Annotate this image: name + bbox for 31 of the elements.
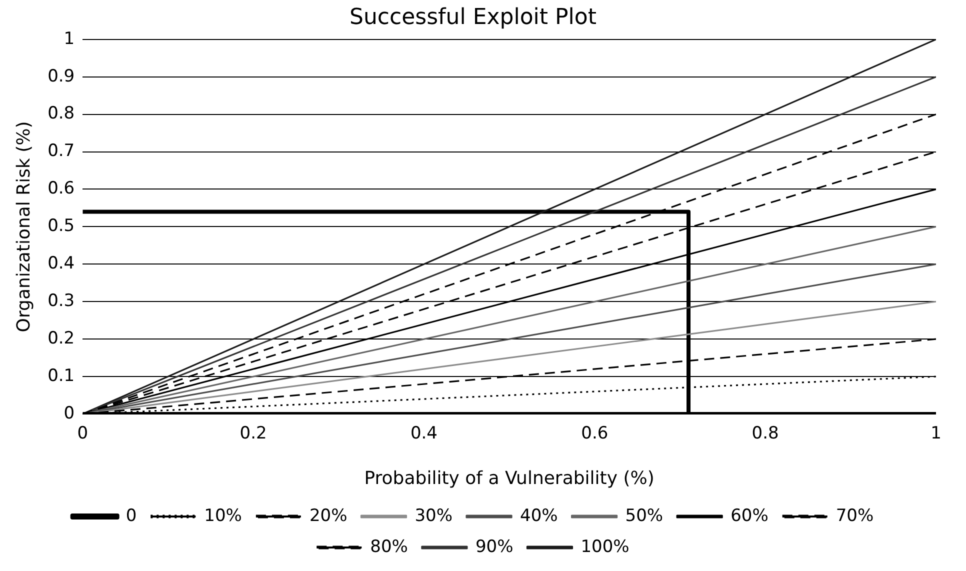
y-tick-label: 0.3 <box>48 291 75 312</box>
x-tick-label: 0.2 <box>240 424 267 444</box>
y-tick-label: 0.7 <box>48 141 75 162</box>
y-tick-label: 0.2 <box>48 328 75 348</box>
x-tick-label: 0.4 <box>410 424 438 444</box>
legend-label: 90% <box>475 536 514 557</box>
y-axis-title: Organizational Risk (%) <box>13 121 34 332</box>
legend-label: 10% <box>204 506 242 526</box>
chart-title: Successful Exploit Plot <box>349 4 597 30</box>
legend-label: 70% <box>836 506 874 526</box>
legend-label: 50% <box>625 506 664 526</box>
y-tick-label: 0.5 <box>48 216 75 236</box>
y-tick-label: 0 <box>64 403 75 424</box>
x-tick-label: 0 <box>77 424 88 444</box>
x-axis-title: Probability of a Vulnerability (%) <box>364 468 654 489</box>
legend-label: 60% <box>730 506 768 526</box>
legend-label: 100% <box>580 536 630 557</box>
x-tick-label: 1 <box>930 424 942 444</box>
x-tick-label: 0.8 <box>752 424 779 444</box>
x-tick-label: 0.6 <box>581 424 608 444</box>
legend-label: 20% <box>309 506 348 526</box>
legend-label: 30% <box>414 506 453 526</box>
legend-label: 80% <box>370 536 408 557</box>
y-tick-label: 0.8 <box>48 104 75 124</box>
y-tick-label: 1 <box>64 28 75 49</box>
legend-label: 40% <box>520 506 558 526</box>
y-tick-label: 0.1 <box>48 366 75 386</box>
y-tick-label: 0.4 <box>48 254 75 274</box>
y-tick-label: 0.6 <box>48 178 75 199</box>
legend-label: 0 <box>126 506 137 526</box>
y-tick-label: 0.9 <box>48 66 75 86</box>
